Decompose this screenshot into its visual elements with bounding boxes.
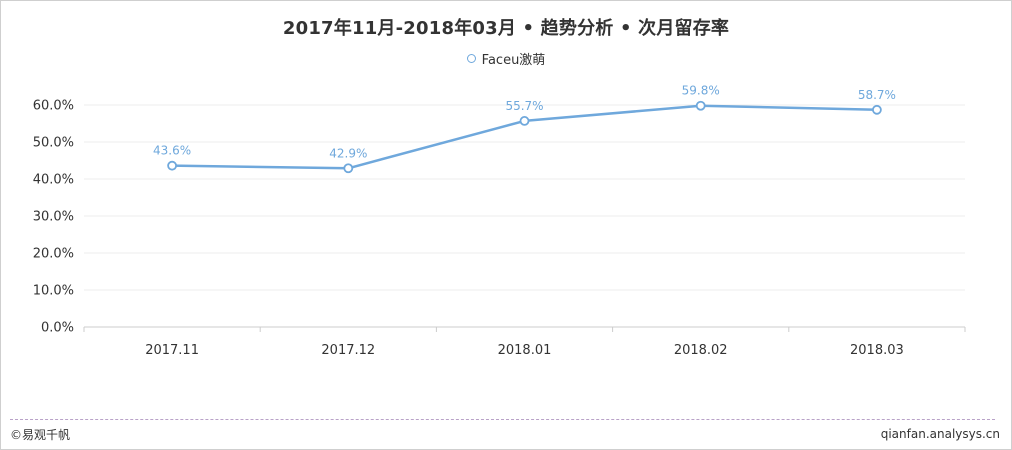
data-point — [519, 116, 530, 126]
data-label: 42.9% — [329, 146, 367, 160]
chart-legend[interactable]: Faceu激萌 — [0, 49, 1012, 68]
legend-label: Faceu激萌 — [481, 53, 546, 68]
y-tick-label: 10.0% — [33, 284, 74, 299]
data-point — [343, 163, 354, 174]
data-point — [695, 100, 706, 111]
data-label: 55.7% — [505, 99, 543, 113]
footer-source: ©易观千帆 — [10, 428, 71, 442]
data-point — [167, 160, 178, 171]
y-tick-label: 20.0% — [33, 247, 74, 262]
y-tick-label: 40.0% — [33, 173, 74, 188]
x-tick-label: 2018.01 — [498, 343, 552, 358]
x-tick-label: 2018.02 — [674, 343, 728, 358]
chart-title: 2017年11月-2018年03月 • 趋势分析 • 次月留存率 — [282, 18, 730, 39]
footer-site: qianfan.analysys.cn — [880, 427, 1000, 441]
data-label: 43.6% — [153, 144, 191, 158]
x-tick-label: 2017.12 — [321, 343, 375, 358]
x-tick-label: 2018.03 — [850, 343, 904, 358]
data-label: 58.7% — [858, 88, 896, 102]
data-label: 59.8% — [682, 84, 720, 98]
series-line — [170, 104, 879, 170]
footer-divider — [10, 419, 995, 420]
y-tick-label: 60.0% — [33, 99, 74, 114]
y-tick-label: 0.0% — [41, 321, 74, 336]
legend-marker-icon — [466, 54, 476, 63]
y-tick-label: 30.0% — [33, 210, 74, 225]
y-tick-label: 50.0% — [33, 136, 74, 151]
data-point — [872, 104, 882, 115]
x-tick-label: 2017.11 — [145, 343, 199, 358]
